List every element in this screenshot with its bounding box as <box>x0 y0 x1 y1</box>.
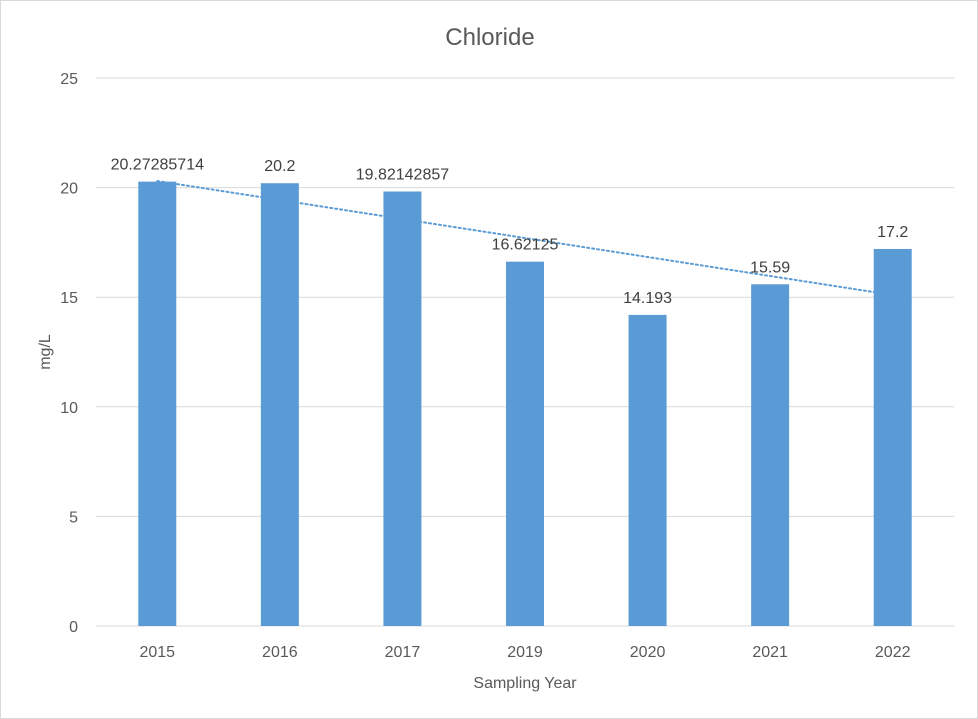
y-tick-label: 25 <box>60 71 78 88</box>
y-axis-ticks: 0 5 10 15 20 25 <box>60 71 78 636</box>
y-tick-label: 5 <box>69 509 78 526</box>
bar <box>383 191 422 626</box>
x-tick-label: 2015 <box>139 644 175 661</box>
x-axis-title: Sampling Year <box>473 675 577 692</box>
bar <box>138 181 177 627</box>
y-tick-label: 15 <box>60 290 78 307</box>
data-label: 15.59 <box>750 259 790 276</box>
data-label: 19.82142857 <box>356 167 450 184</box>
bars <box>138 181 912 627</box>
bar <box>628 314 667 626</box>
data-label: 14.193 <box>623 290 672 307</box>
x-tick-label: 2019 <box>507 644 543 661</box>
data-label: 20.2 <box>264 158 295 175</box>
bar <box>260 183 299 626</box>
x-tick-label: 2016 <box>262 644 298 661</box>
data-labels: 20.27285714 20.2 19.82142857 16.62125 14.193… <box>111 157 909 307</box>
y-tick-label: 10 <box>60 400 78 417</box>
trendline <box>156 180 894 297</box>
chart-title: Chloride <box>445 24 534 51</box>
x-tick-label: 2020 <box>630 644 666 661</box>
bar <box>751 284 790 626</box>
data-label: 20.27285714 <box>111 157 205 174</box>
bar <box>506 261 544 626</box>
x-tick-label: 2017 <box>385 644 421 661</box>
data-label: 17.2 <box>877 224 908 241</box>
y-tick-label: 20 <box>60 181 78 198</box>
data-label: 16.62125 <box>492 237 559 254</box>
trendline-layer <box>156 180 894 297</box>
x-axis-ticks: 2015 2016 2017 2019 2020 2021 2022 <box>139 644 910 661</box>
x-tick-label: 2022 <box>875 644 911 661</box>
y-tick-label: 0 <box>69 619 78 636</box>
bar <box>873 248 912 626</box>
x-tick-label: 2021 <box>752 644 788 661</box>
y-axis-title: mg/L <box>37 334 54 370</box>
